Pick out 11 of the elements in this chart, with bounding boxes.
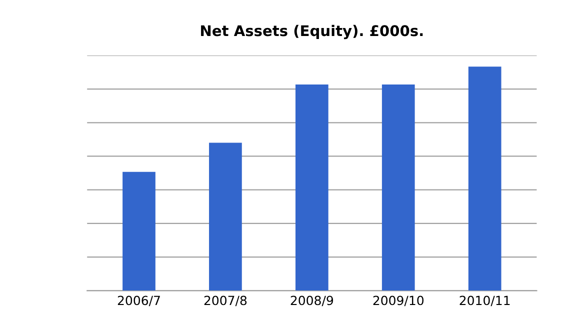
x-tick-label: 2008/9 bbox=[290, 296, 334, 306]
bar bbox=[382, 84, 415, 291]
x-tick-label: 2007/8 bbox=[204, 296, 247, 306]
x-tick-label: 2006/7 bbox=[118, 296, 160, 306]
chart-title: Net Assets (Equity). £000s. bbox=[201, 24, 423, 40]
bar bbox=[209, 142, 242, 291]
bar bbox=[468, 66, 502, 291]
bar bbox=[122, 172, 156, 291]
x-tick-label: 2010/11 bbox=[460, 296, 510, 306]
bar bbox=[295, 84, 328, 291]
x-tick-label: 2009/10 bbox=[373, 296, 424, 306]
